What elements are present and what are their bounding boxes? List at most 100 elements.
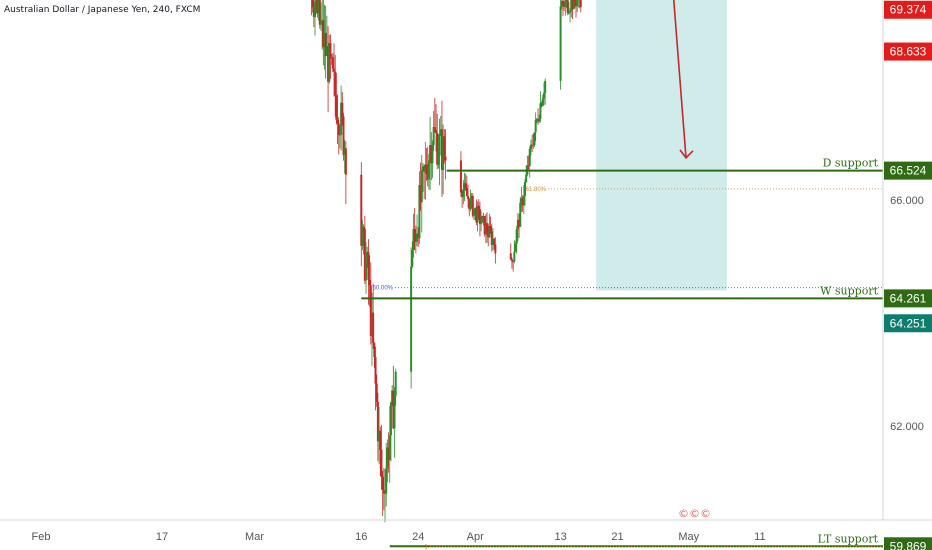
candle-body: [370, 312, 373, 337]
candle-body: [572, 0, 575, 10]
time-axis[interactable]: Feb 17 Mar 16 24 Apr 13 21 May 11: [32, 531, 766, 543]
candle: [344, 141, 347, 205]
candle: [365, 242, 368, 294]
candle: [321, 0, 324, 50]
price-tags: 76.21970.81270.58270.05469.37468.63366.5…: [884, 0, 932, 550]
candle-body: [489, 225, 492, 232]
fib-support-50-label: 50.00%: [373, 286, 394, 292]
candle: [493, 237, 496, 250]
candle: [393, 386, 396, 458]
price-tick-label: 62.000: [890, 421, 924, 433]
candle-body: [464, 183, 467, 189]
candle-body: [412, 229, 415, 250]
candle-body: [435, 129, 438, 133]
candle: [509, 243, 512, 261]
candle-body: [379, 430, 382, 450]
candle-body: [488, 225, 491, 238]
lt-support-label: LT support: [818, 532, 879, 545]
candle: [512, 260, 515, 272]
candle-body: [437, 155, 440, 165]
candle: [579, 0, 582, 13]
candle-body: [315, 0, 318, 2]
candle: [424, 142, 427, 201]
candle-body: [327, 46, 330, 82]
candle-body: [575, 1, 578, 7]
candle-body: [483, 216, 486, 235]
candle: [524, 179, 526, 206]
fib-support-618-label: 61.80%: [526, 187, 547, 193]
candle-body: [335, 95, 338, 120]
candle-body: [414, 233, 417, 242]
candle-body: [470, 195, 473, 198]
candle: [419, 162, 422, 211]
mid-price-tag: 69.374: [890, 3, 927, 17]
candle: [575, 0, 578, 18]
candle: [476, 201, 479, 232]
candle: [566, 0, 569, 16]
candle-body: [427, 160, 430, 180]
candle: [412, 213, 415, 258]
candle: [337, 116, 340, 155]
candle-body: [336, 119, 339, 124]
candle: [335, 72, 338, 125]
candle: [431, 140, 434, 179]
candle-body: [573, 0, 576, 2]
candle-body: [410, 266, 413, 372]
candle-body: [318, 0, 321, 25]
candle: [538, 114, 541, 124]
time-tick-label: 16: [355, 531, 367, 543]
candle-body: [368, 279, 371, 286]
candle-body: [468, 199, 471, 210]
candle-body: [486, 223, 489, 234]
target-zone: [596, 0, 727, 291]
candle: [465, 175, 468, 197]
candle: [462, 179, 465, 205]
candle: [481, 215, 484, 223]
candle: [421, 162, 424, 192]
candle: [322, 0, 325, 66]
candle-body: [569, 10, 572, 13]
candle-body: [512, 261, 515, 262]
candle-body: [531, 144, 534, 146]
candle: [386, 439, 389, 483]
candle: [439, 115, 442, 137]
candle: [482, 212, 485, 226]
candle: [330, 54, 333, 65]
candle-body: [337, 123, 340, 136]
candle: [544, 78, 547, 105]
candle-body: [321, 20, 324, 23]
candle: [384, 469, 387, 523]
candle-body: [385, 468, 388, 494]
candle: [341, 91, 344, 126]
candle-body: [518, 219, 521, 227]
candle: [520, 186, 523, 212]
time-tick-label: Apr: [467, 531, 484, 543]
candle-body: [520, 198, 523, 203]
candle: [420, 154, 423, 233]
candle-body: [514, 243, 517, 252]
candle: [375, 374, 378, 407]
candle: [444, 129, 447, 180]
candle-body: [490, 231, 493, 246]
candle: [394, 368, 397, 406]
candle-body: [392, 390, 395, 429]
candle: [338, 125, 341, 149]
candle-body: [325, 46, 328, 57]
candle: [567, 1, 570, 15]
candle: [433, 97, 436, 133]
candle-body: [416, 233, 419, 242]
candle: [325, 15, 328, 57]
candle-body: [360, 174, 363, 246]
candle: [432, 110, 435, 151]
candle-body: [571, 0, 574, 10]
candle: [477, 199, 480, 220]
candle-body: [373, 343, 376, 358]
candle-body: [564, 1, 567, 7]
candle: [471, 193, 474, 218]
candle: [472, 209, 475, 221]
forecast-arrow-head: [679, 149, 694, 160]
candle-body: [426, 173, 429, 180]
candle-body: [381, 476, 384, 490]
